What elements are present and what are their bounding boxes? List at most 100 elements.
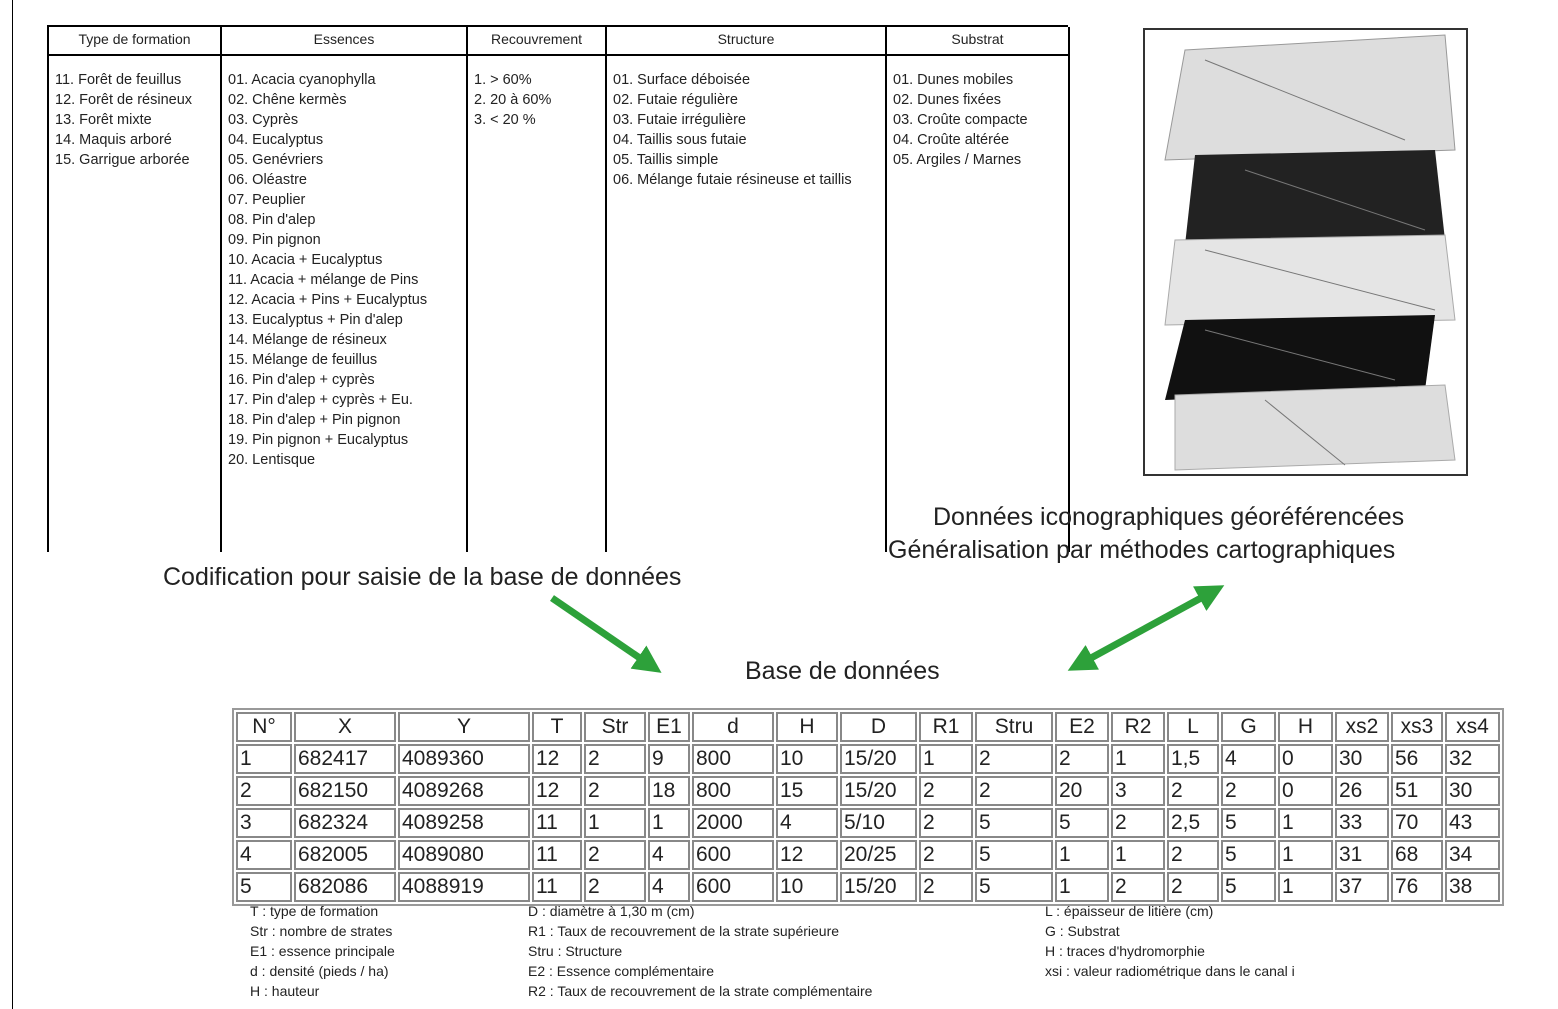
code-item: 05. Genévriers bbox=[228, 152, 324, 168]
data-row: 2 682150 4089268 12 2 18 800 15 15/20 2 2 20 3 2 2 0 26 5… bbox=[236, 776, 1500, 806]
legend-column: T : type de formation Str : nombre de str… bbox=[250, 901, 395, 1001]
data-cell: 600 bbox=[692, 872, 774, 902]
legend-item: Stru : Structure bbox=[528, 943, 623, 959]
coding-column: Essences 01. Acacia cyanophylla 02. Chêne … bbox=[222, 27, 468, 552]
data-cell: 5/10 bbox=[840, 808, 917, 838]
data-cell: 2000 bbox=[692, 808, 774, 838]
code-item: 03. Croûte compacte bbox=[893, 112, 1028, 128]
legend-item: L : épaisseur de litière (cm) bbox=[1045, 903, 1214, 919]
data-cell: 4 bbox=[776, 808, 838, 838]
data-cell: 2 bbox=[236, 776, 292, 806]
coding-table: Type de formation 11. Forêt de feuillus 12… bbox=[47, 25, 1070, 552]
column-items: 1. > 60% 2. 20 à 60% 3. < 20 % bbox=[468, 56, 605, 130]
data-cell: 1,5 bbox=[1167, 744, 1219, 774]
caption: Codification pour saisie de la base de d… bbox=[163, 563, 682, 591]
header-cell: E1 bbox=[648, 712, 690, 742]
data-cell: 5 bbox=[1221, 808, 1276, 838]
data-cell: 2 bbox=[919, 872, 973, 902]
caption: Généralisation par méthodes cartographiq… bbox=[888, 536, 1396, 564]
data-cell: 56 bbox=[1391, 744, 1443, 774]
code-item: 15. Garrigue arborée bbox=[55, 152, 190, 168]
code-item: 10. Acacia + Eucalyptus bbox=[228, 252, 383, 268]
header-cell: H bbox=[776, 712, 838, 742]
imagery-panel bbox=[1143, 28, 1468, 476]
data-cell: 1 bbox=[919, 744, 973, 774]
header-cell: xs3 bbox=[1391, 712, 1443, 742]
code-item: 14. Mélange de résineux bbox=[228, 332, 387, 348]
data-cell: 33 bbox=[1335, 808, 1389, 838]
data-cell: 10 bbox=[776, 872, 838, 902]
code-item: 17. Pin d'alep + cyprès + Eu. bbox=[228, 392, 413, 408]
data-cell: 2 bbox=[1167, 840, 1219, 870]
code-item: 01. Acacia cyanophylla bbox=[228, 72, 376, 88]
header-cell: Str bbox=[584, 712, 646, 742]
data-cell: 1 bbox=[1278, 840, 1333, 870]
data-cell: 2 bbox=[1055, 744, 1109, 774]
data-cell: 37 bbox=[1335, 872, 1389, 902]
data-cell: 2 bbox=[584, 744, 646, 774]
frame-line bbox=[12, 0, 13, 1009]
data-cell: 43 bbox=[1445, 808, 1500, 838]
code-item: 11. Acacia + mélange de Pins bbox=[228, 272, 419, 288]
coding-column: Recouvrement 1. > 60% 2. 20 à 60% 3. < 20 % bbox=[468, 27, 607, 552]
data-cell: 5 bbox=[1055, 808, 1109, 838]
data-cell: 2 bbox=[1167, 872, 1219, 902]
data-cell: 1 bbox=[648, 808, 690, 838]
code-item: 19. Pin pignon + Eucalyptus bbox=[228, 432, 409, 448]
data-cell: 682086 bbox=[294, 872, 396, 902]
code-item: 2. 20 à 60% bbox=[474, 92, 552, 108]
data-cell: 30 bbox=[1445, 776, 1500, 806]
data-cell: 34 bbox=[1445, 840, 1500, 870]
data-cell: 4 bbox=[236, 840, 292, 870]
data-cell: 70 bbox=[1391, 808, 1443, 838]
legend-item: D : diamètre à 1,30 m (cm) bbox=[528, 903, 695, 919]
data-cell: 11 bbox=[532, 840, 582, 870]
data-cell: 3 bbox=[236, 808, 292, 838]
data-cell: 5 bbox=[1221, 840, 1276, 870]
data-cell: 2 bbox=[1111, 808, 1165, 838]
data-cell: 5 bbox=[1221, 872, 1276, 902]
header-cell: G bbox=[1221, 712, 1276, 742]
legend-item: T : type de formation bbox=[250, 903, 379, 919]
data-cell: 682324 bbox=[294, 808, 396, 838]
data-cell: 2 bbox=[919, 808, 973, 838]
data-cell: 20 bbox=[1055, 776, 1109, 806]
legend-item: Str : nombre de strates bbox=[250, 923, 393, 939]
data-cell: 5 bbox=[975, 872, 1053, 902]
data-cell: 2 bbox=[975, 744, 1053, 774]
data-cell: 800 bbox=[692, 744, 774, 774]
header-cell: L bbox=[1167, 712, 1219, 742]
code-item: 18. Pin d'alep + Pin pignon bbox=[228, 412, 401, 428]
legend-column: L : épaisseur de litière (cm) G : Substra… bbox=[1045, 901, 1295, 981]
header-cell: E2 bbox=[1055, 712, 1109, 742]
data-cell: 26 bbox=[1335, 776, 1389, 806]
column-header: Type de formation bbox=[49, 27, 220, 56]
header-cell: xs4 bbox=[1445, 712, 1500, 742]
data-row: 4 682005 4089080 11 2 4 600 12 20/25 2 5 1 1 2 5 1 31 68 3… bbox=[236, 840, 1500, 870]
code-item: 07. Peuplier bbox=[228, 192, 306, 208]
code-item: 01. Surface déboisée bbox=[613, 72, 751, 88]
code-item: 01. Dunes mobiles bbox=[893, 72, 1014, 88]
data-cell: 15/20 bbox=[840, 776, 917, 806]
header-cell: R2 bbox=[1111, 712, 1165, 742]
data-cell: 4089268 bbox=[398, 776, 530, 806]
data-cell: 1 bbox=[1278, 808, 1333, 838]
data-row: 3 682324 4089258 11 1 1 2000 4 5/10 2 5 5 2 2,5 5 1 33 70… bbox=[236, 808, 1500, 838]
code-item: 13. Eucalyptus + Pin d'alep bbox=[228, 312, 403, 328]
header-cell: T bbox=[532, 712, 582, 742]
caption: Base de données bbox=[745, 657, 940, 685]
data-cell: 1 bbox=[1055, 872, 1109, 902]
data-cell: 5 bbox=[236, 872, 292, 902]
code-item: 16. Pin d'alep + cyprès bbox=[228, 372, 375, 388]
data-cell: 15/20 bbox=[840, 744, 917, 774]
data-cell: 3 bbox=[1111, 776, 1165, 806]
data-cell: 2,5 bbox=[1167, 808, 1219, 838]
data-cell: 2 bbox=[1167, 776, 1219, 806]
code-item: 04. Eucalyptus bbox=[228, 132, 324, 148]
coding-column: Structure 01. Surface déboisée 02. Futaie … bbox=[607, 27, 887, 552]
coding-column: Substrat 01. Dunes mobiles 02. Dunes fixée… bbox=[887, 27, 1070, 552]
data-cell: 682417 bbox=[294, 744, 396, 774]
code-item: 20. Lentisque bbox=[228, 452, 316, 468]
legend-item: d : densité (pieds / ha) bbox=[250, 963, 389, 979]
